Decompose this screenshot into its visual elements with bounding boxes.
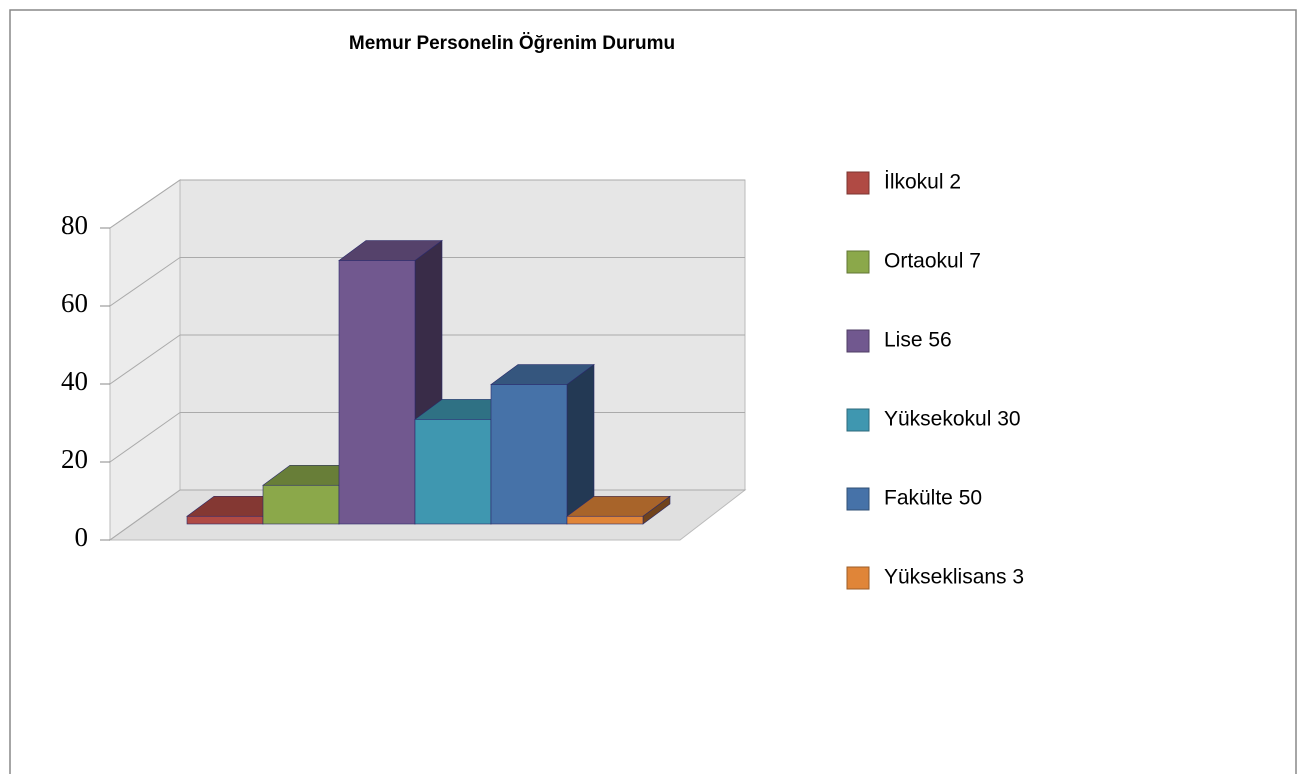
y-tick-label: 20 [61,444,88,474]
grid-line [109,334,181,385]
y-tick-label: 0 [75,522,89,552]
legend-swatch [846,250,870,274]
legend-label: Fakülte 50 [884,487,982,510]
legend-label: Yükseklisans 3 [884,566,1024,589]
grid-line [109,257,181,307]
bar [566,515,644,525]
legend-swatch [846,566,870,590]
y-tick-label: 60 [61,288,88,318]
legend-label: İlkokul 2 [884,171,961,194]
bar [186,515,264,525]
bar [262,484,340,525]
frame [9,9,1297,774]
legend-swatch [846,171,870,195]
bar [490,384,568,525]
legend-swatch [846,329,870,353]
y-tick-label: 80 [61,210,88,240]
legend-label: Yüksekokul 30 [884,408,1021,431]
legend-swatch [846,487,870,511]
bar [414,419,492,525]
legend-swatch [846,408,870,432]
bar [338,260,416,525]
y-tick-label: 40 [61,366,88,396]
legend-label: Lise 56 [884,329,952,352]
legend-label: Ortaokul 7 [884,250,981,273]
chart-title: Memur Personelin Öğrenim Durumu [349,33,675,54]
grid-line [109,412,181,463]
grid-line [109,179,181,229]
grid-line [109,489,181,541]
